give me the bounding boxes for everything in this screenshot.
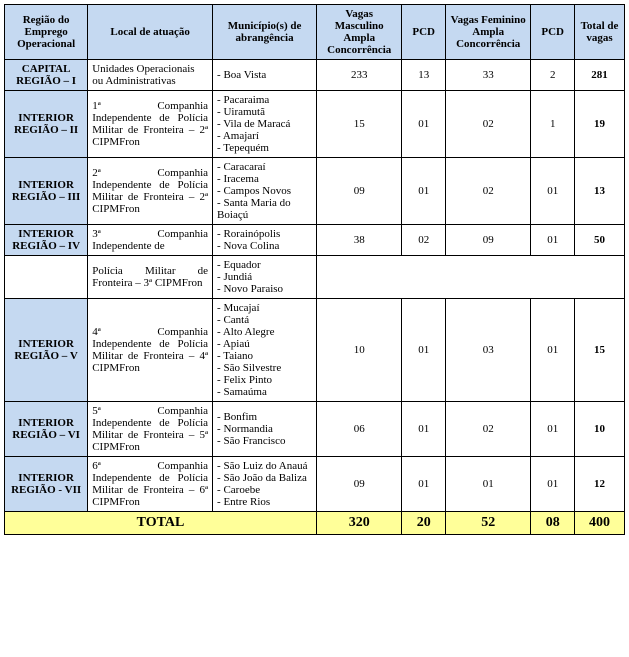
- cell-municipios: - São Luiz do Anauá - São João da Baliza…: [213, 457, 317, 512]
- col-local: Local de atuação: [88, 5, 213, 60]
- cell-total: 15: [575, 299, 625, 402]
- col-pcd2: PCD: [531, 5, 575, 60]
- cell-municipios: - Pacaraima - Uiramutã - Vila de Maracá …: [213, 91, 317, 158]
- cell-vf: 01: [446, 457, 531, 512]
- total-vm: 320: [317, 512, 402, 535]
- cell-total: 12: [575, 457, 625, 512]
- table-header-row: Região do Emprego Operacional Local de a…: [5, 5, 625, 60]
- cell-vf: 33: [446, 60, 531, 91]
- cell-total: 50: [575, 225, 625, 256]
- cell-municipios: - Rorainópolis - Nova Colina: [213, 225, 317, 256]
- cell-municipios: - Caracaraí - Iracema - Campos Novos - S…: [213, 158, 317, 225]
- cell-local: 4ª Companhia Independente de Polícia Mil…: [88, 299, 213, 402]
- total-vf: 52: [446, 512, 531, 535]
- cell-regiao: INTERIOR REGIÃO – V: [5, 299, 88, 402]
- cell-vm: 09: [317, 158, 402, 225]
- cell-total: 19: [575, 91, 625, 158]
- cell-vm: 15: [317, 91, 402, 158]
- cell-total: 281: [575, 60, 625, 91]
- cell-vf: 03: [446, 299, 531, 402]
- total-pcd2: 08: [531, 512, 575, 535]
- cell-vf: 09: [446, 225, 531, 256]
- table-row: INTERIOR REGIÃO – IV3ª Companhia Indepen…: [5, 225, 625, 256]
- table-body: CAPITAL REGIÃO – IUnidades Operacionais …: [5, 60, 625, 535]
- table-row: INTERIOR REGIÃO – VI5ª Companhia Indepen…: [5, 402, 625, 457]
- table-row: INTERIOR REGIÃO - VII6ª Companhia Indepe…: [5, 457, 625, 512]
- cell-regiao-cont: [5, 256, 88, 299]
- cell-regiao: INTERIOR REGIÃO - VII: [5, 457, 88, 512]
- cell-local: Polícia Militar de Fronteira – 3ª CIPMFr…: [88, 256, 213, 299]
- table-row: Polícia Militar de Fronteira – 3ª CIPMFr…: [5, 256, 625, 299]
- cell-pcd2: 01: [531, 402, 575, 457]
- cell-regiao: INTERIOR REGIÃO – III: [5, 158, 88, 225]
- cell-pcd2: 2: [531, 60, 575, 91]
- cell-vf: 02: [446, 91, 531, 158]
- cell-local: 3ª Companhia Independente de: [88, 225, 213, 256]
- cell-local: 2ª Companhia Independente de Polícia Mil…: [88, 158, 213, 225]
- cell-local: Unidades Operacionais ou Administrativas: [88, 60, 213, 91]
- table-row: INTERIOR REGIÃO – III2ª Companhia Indepe…: [5, 158, 625, 225]
- cell-regiao: CAPITAL REGIÃO – I: [5, 60, 88, 91]
- cell-pcd2: 01: [531, 299, 575, 402]
- total-label: TOTAL: [5, 512, 317, 535]
- cell-vm: 10: [317, 299, 402, 402]
- cell-pcd2: 01: [531, 457, 575, 512]
- cell-total: 13: [575, 158, 625, 225]
- cell-regiao: INTERIOR REGIÃO – IV: [5, 225, 88, 256]
- cell-pcd1: 01: [402, 91, 446, 158]
- cell-local: 5ª Companhia Independente de Polícia Mil…: [88, 402, 213, 457]
- cell-vm: 09: [317, 457, 402, 512]
- cell-total: 10: [575, 402, 625, 457]
- cell-pcd1: 01: [402, 158, 446, 225]
- cell-municipios: - Boa Vista: [213, 60, 317, 91]
- cell-vm: 233: [317, 60, 402, 91]
- cell-vf: 02: [446, 158, 531, 225]
- cell-municipios: - Mucajaí - Cantá - Alto Alegre - Apiaú …: [213, 299, 317, 402]
- table-row: CAPITAL REGIÃO – IUnidades Operacionais …: [5, 60, 625, 91]
- cell-pcd1: 01: [402, 457, 446, 512]
- cell-regiao: INTERIOR REGIÃO – VI: [5, 402, 88, 457]
- cell-pcd2: 1: [531, 91, 575, 158]
- total-total: 400: [575, 512, 625, 535]
- cell-local: 1ª Companhia Independente de Polícia Mil…: [88, 91, 213, 158]
- cell-pcd1: 01: [402, 402, 446, 457]
- cell-pcd2: 01: [531, 158, 575, 225]
- col-total: Total de vagas: [575, 5, 625, 60]
- cell-regiao: INTERIOR REGIÃO – II: [5, 91, 88, 158]
- cell-municipios: - Bonfim - Normandia - São Francisco: [213, 402, 317, 457]
- vagas-table: Região do Emprego Operacional Local de a…: [4, 4, 625, 535]
- cell-pcd1: 13: [402, 60, 446, 91]
- col-vagas-masc: Vagas Masculino Ampla Concorrência: [317, 5, 402, 60]
- cell-pcd1: 01: [402, 299, 446, 402]
- cell-vm: 06: [317, 402, 402, 457]
- total-pcd1: 20: [402, 512, 446, 535]
- cell-empty: [317, 256, 625, 299]
- cell-pcd2: 01: [531, 225, 575, 256]
- cell-vm: 38: [317, 225, 402, 256]
- table-row: INTERIOR REGIÃO – V4ª Companhia Independ…: [5, 299, 625, 402]
- col-pcd1: PCD: [402, 5, 446, 60]
- cell-pcd1: 02: [402, 225, 446, 256]
- col-municipios: Município(s) de abrangência: [213, 5, 317, 60]
- cell-municipios: - Equador - Jundiá - Novo Paraiso: [213, 256, 317, 299]
- table-total-row: TOTAL320205208400: [5, 512, 625, 535]
- col-regiao: Região do Emprego Operacional: [5, 5, 88, 60]
- cell-local: 6ª Companhia Independente de Polícia Mil…: [88, 457, 213, 512]
- table-row: INTERIOR REGIÃO – II1ª Companhia Indepen…: [5, 91, 625, 158]
- col-vagas-fem: Vagas Feminino Ampla Concorrência: [446, 5, 531, 60]
- cell-vf: 02: [446, 402, 531, 457]
